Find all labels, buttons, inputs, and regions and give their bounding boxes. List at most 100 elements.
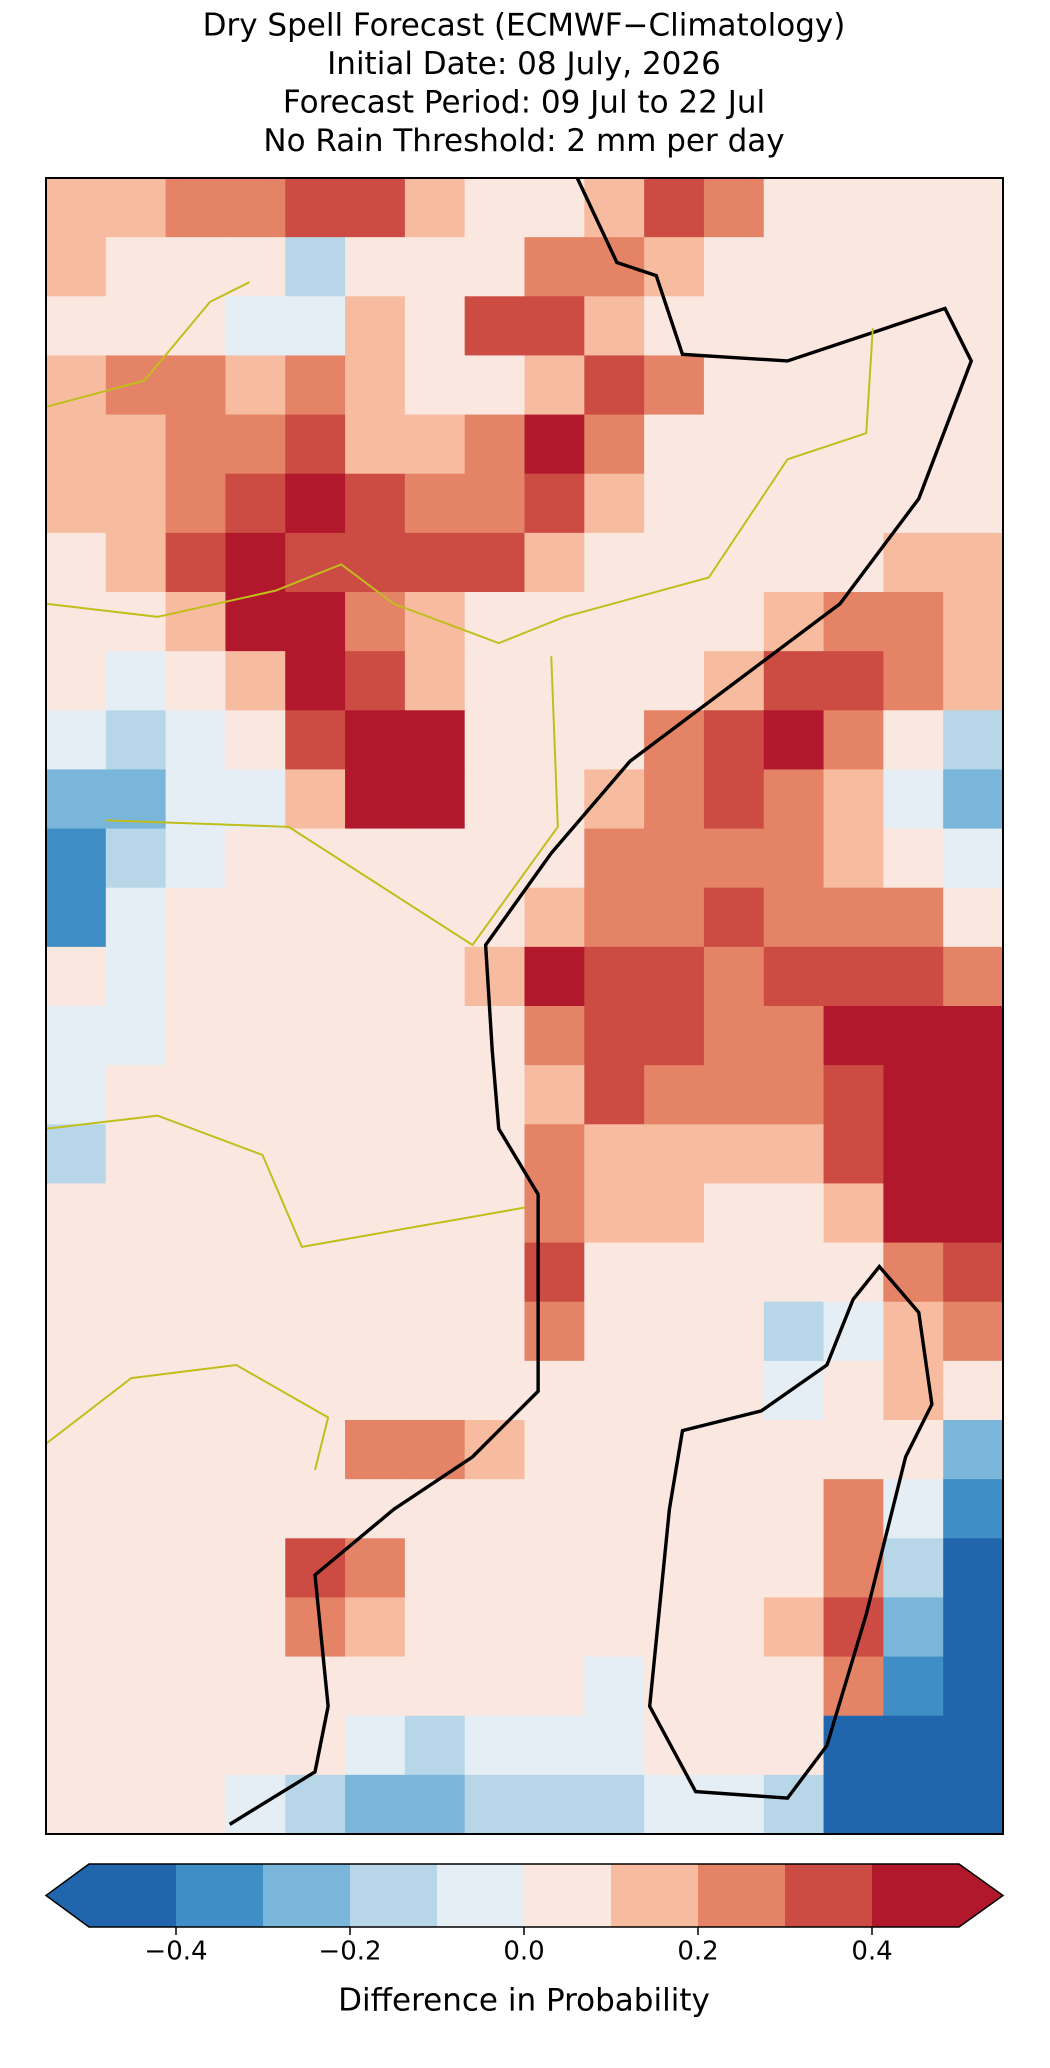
grid-cell — [584, 651, 645, 711]
grid-cell — [285, 1065, 346, 1125]
grid-cell — [464, 887, 525, 948]
colorbar-tick-label: −0.2 — [318, 1937, 381, 1967]
grid-cell — [165, 1065, 226, 1125]
grid-cell — [345, 1656, 406, 1717]
grid-cell — [763, 1124, 825, 1184]
grid-cell — [165, 178, 226, 238]
grid-cell — [524, 1538, 585, 1598]
grid-cell — [644, 710, 705, 770]
grid-cell — [345, 296, 406, 356]
grid-cell — [524, 1479, 585, 1539]
grid-cell — [46, 1656, 107, 1717]
grid-cell — [404, 1301, 466, 1362]
grid-cell — [584, 592, 645, 652]
grid-cell — [285, 1360, 346, 1421]
grid-cell — [763, 296, 825, 356]
grid-cell — [225, 1420, 286, 1480]
grid-cell — [285, 592, 346, 652]
grid-cell — [105, 473, 167, 534]
grid-cell — [703, 178, 765, 238]
grid-cell — [584, 1360, 645, 1421]
grid-cell — [584, 414, 645, 475]
grid-cell — [404, 1242, 466, 1303]
grid-cell — [943, 1774, 1004, 1835]
grid-cell — [703, 769, 765, 830]
grid-cell — [464, 237, 525, 297]
grid-cell — [404, 1420, 466, 1480]
grid-cell — [644, 1597, 705, 1658]
grid-cell — [823, 532, 884, 593]
grid-cell — [943, 769, 1004, 830]
grid-cell — [644, 1301, 705, 1362]
grid-cell — [225, 296, 286, 356]
grid-cell — [763, 414, 825, 475]
grid-cell — [464, 1420, 525, 1480]
grid-cell — [524, 237, 585, 297]
grid-cell — [464, 946, 525, 1007]
grid-cell — [225, 178, 286, 238]
grid-cell — [105, 887, 167, 948]
grid-cell — [404, 1597, 466, 1658]
grid-cell — [345, 1301, 406, 1362]
grid-cell — [105, 296, 167, 356]
grid-cell — [644, 414, 705, 475]
grid-cell — [584, 532, 645, 593]
grid-cell — [943, 946, 1004, 1007]
grid-cell — [763, 1656, 825, 1717]
colorbar-swatch — [611, 1864, 699, 1927]
grid-cell — [584, 1597, 645, 1658]
grid-cell — [464, 296, 525, 356]
grid-cell — [644, 1124, 705, 1184]
grid-cell — [943, 532, 1004, 593]
grid-cell — [105, 1538, 167, 1598]
grid-cell — [464, 1242, 525, 1303]
grid-cell — [404, 1006, 466, 1066]
colorbar-tick-label: 0.2 — [677, 1937, 718, 1967]
map-frame — [45, 177, 1004, 1835]
colorbar-swatch — [176, 1864, 264, 1927]
grid-cell — [464, 473, 525, 534]
grid-cell — [584, 887, 645, 948]
grid-cell — [644, 1715, 705, 1776]
grid-cell — [943, 1656, 1004, 1717]
grid-cell — [285, 414, 346, 475]
grid-cell — [165, 1597, 226, 1658]
grid-cell — [46, 296, 107, 356]
grid-cell — [404, 592, 466, 652]
grid-cell — [404, 237, 466, 297]
grid-cell — [285, 651, 346, 711]
grid-cell — [165, 532, 226, 593]
grid-cell — [524, 651, 585, 711]
grid-cell — [404, 1360, 466, 1421]
grid-cell — [46, 1065, 107, 1125]
colorbar-swatch — [350, 1864, 438, 1927]
grid-cell — [703, 1420, 765, 1480]
grid-cell — [943, 1183, 1004, 1244]
grid-cell — [943, 1538, 1004, 1598]
grid-cell — [46, 592, 107, 652]
grid-cell — [823, 769, 884, 830]
grid-cell — [883, 1301, 944, 1362]
grid-cell — [644, 1065, 705, 1125]
grid-cell — [703, 1301, 765, 1362]
grid-cell — [225, 1715, 286, 1776]
grid-cell — [105, 1597, 167, 1658]
grid-cell — [584, 1715, 645, 1776]
grid-cell — [524, 1301, 585, 1362]
grid-cell — [345, 1538, 406, 1598]
colorbar-swatch — [437, 1864, 525, 1927]
grid-cell — [823, 651, 884, 711]
grid-cell — [823, 1124, 884, 1184]
colorbar-tick-label: 0.0 — [503, 1937, 544, 1967]
grid-cell — [404, 1715, 466, 1776]
grid-cell — [584, 355, 645, 416]
grid-cell — [165, 237, 226, 297]
grid-cell — [883, 1006, 944, 1066]
grid-cell — [165, 651, 226, 711]
grid-cell — [404, 1124, 466, 1184]
grid-cell — [883, 1420, 944, 1480]
grid-cell — [225, 651, 286, 711]
grid-cell — [703, 651, 765, 711]
grid-cell — [883, 1242, 944, 1303]
grid-cell — [285, 828, 346, 889]
